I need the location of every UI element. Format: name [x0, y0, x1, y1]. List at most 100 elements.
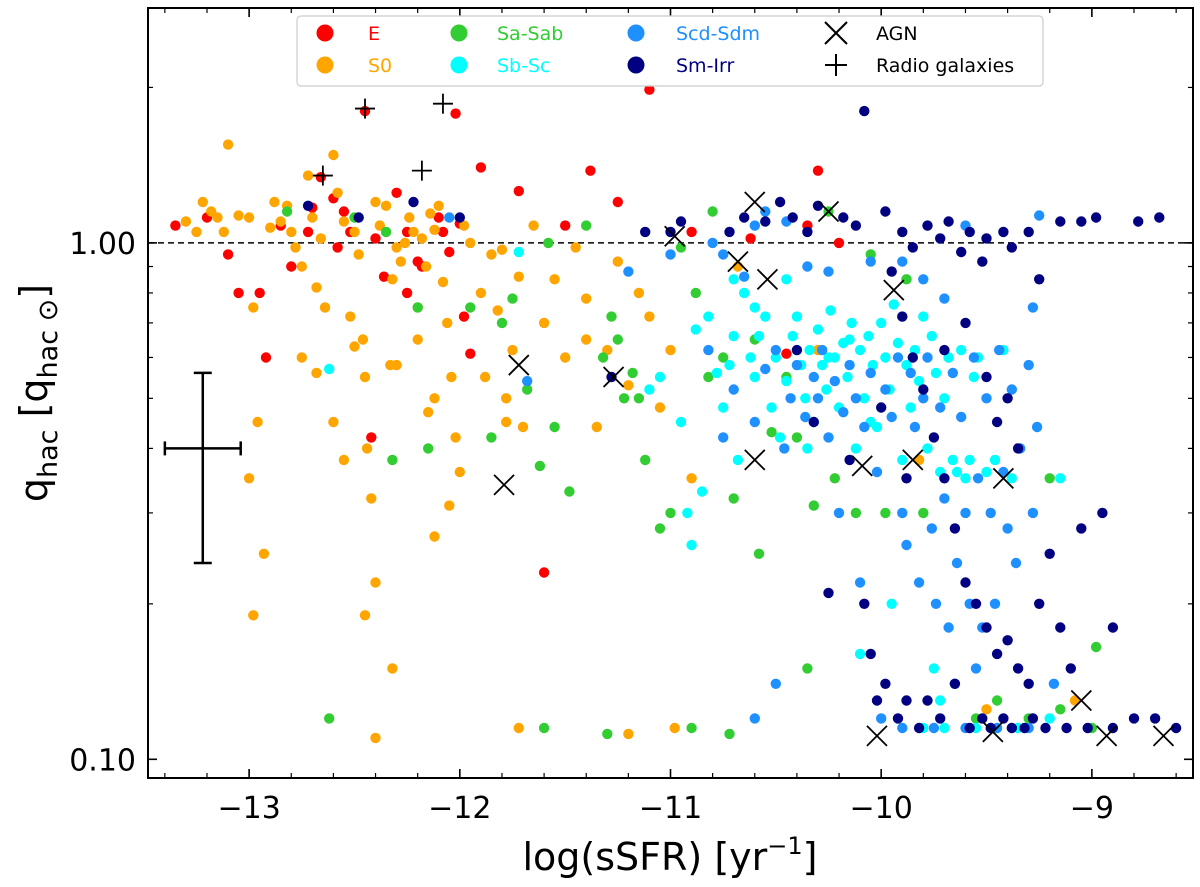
point-sm-irr	[823, 587, 834, 599]
point-e	[812, 165, 824, 176]
legend-items: E S0 Sa-Sab Sb-Sc Scd-Sdm Sm-Irr AGN Radio gala…	[316, 21, 1014, 77]
point-s0	[420, 261, 432, 272]
agn-marker	[902, 449, 924, 471]
point-sm-irr	[970, 598, 982, 609]
point-sm-irr	[850, 220, 862, 231]
point-scd-sdm	[718, 432, 729, 443]
point-s0	[252, 416, 263, 428]
agn-marker	[992, 467, 1015, 489]
point-sm-irr	[791, 344, 803, 356]
point-sm-irr	[949, 678, 961, 689]
point-sm-irr	[1082, 722, 1093, 734]
point-sm-irr	[935, 233, 946, 244]
point-e	[315, 172, 326, 183]
point-sa-sab	[728, 493, 739, 504]
point-e	[538, 567, 550, 578]
point-sm-irr	[943, 216, 954, 227]
point-scd-sdm	[812, 393, 824, 404]
point-sa-sab	[612, 334, 623, 345]
point-sb-sc	[859, 393, 870, 404]
point-sm-irr	[886, 266, 897, 277]
point-scd-sdm	[1034, 210, 1045, 221]
point-sm-irr	[880, 206, 891, 217]
point-scd-sdm	[749, 713, 760, 724]
point-s0	[399, 237, 411, 249]
point-s0	[454, 466, 465, 478]
point-s0	[353, 249, 364, 260]
point-sb-sc	[703, 311, 714, 322]
agn-marker	[727, 250, 749, 273]
legend-item-sb-sc: Sb-Sc	[450, 55, 550, 77]
legend-marker	[316, 24, 334, 42]
point-s0	[429, 531, 440, 542]
point-scd-sdm	[865, 367, 876, 379]
point-scd-sdm	[728, 384, 739, 395]
point-sm-irr	[998, 226, 1009, 238]
point-sm-irr	[1154, 212, 1165, 223]
point-sb-sc	[804, 344, 815, 356]
point-sa-sab	[724, 728, 735, 740]
point-sb-sc	[876, 317, 887, 329]
point-sb-sc	[918, 311, 929, 322]
point-sm-irr	[865, 648, 876, 660]
point-s0	[450, 432, 461, 443]
point-sb-sc	[800, 393, 811, 404]
point-sm-irr	[1090, 212, 1102, 223]
point-sa-sab	[538, 722, 550, 734]
point-sa-sab	[606, 311, 617, 322]
point-e	[644, 84, 655, 95]
point-scd-sdm	[926, 523, 937, 534]
point-s0	[517, 421, 529, 433]
point-s0	[258, 548, 270, 559]
point-sm-irr	[918, 384, 929, 395]
point-sb-sc	[1055, 473, 1066, 484]
point-sm-irr	[1097, 507, 1108, 519]
legend-marker	[316, 56, 334, 74]
point-sm-irr	[1061, 722, 1072, 734]
point-scd-sdm	[779, 443, 790, 454]
point-sb-sc	[823, 352, 834, 363]
point-s0	[212, 212, 223, 223]
point-scd-sdm	[981, 393, 992, 404]
point-scd-sdm	[823, 432, 834, 443]
point-sa-sab	[522, 384, 533, 395]
point-s0	[243, 473, 255, 484]
point-e	[560, 220, 571, 231]
point-scd-sdm	[892, 352, 904, 363]
point-s0	[328, 416, 339, 428]
point-sb-sc	[922, 443, 933, 454]
point-s0	[528, 220, 539, 231]
point-sb-sc	[981, 466, 992, 478]
point-e	[513, 185, 524, 197]
point-sm-irr	[876, 402, 887, 413]
point-sm-irr	[1002, 635, 1013, 646]
point-sm-irr	[981, 371, 992, 383]
point-scd-sdm	[913, 577, 925, 588]
point-s0	[416, 233, 428, 244]
point-sa-sab	[665, 507, 676, 519]
point-sm-irr	[1012, 443, 1024, 454]
point-sm-irr	[408, 196, 419, 208]
point-e	[745, 233, 756, 244]
point-sb-sc	[897, 454, 908, 466]
point-scd-sdm	[707, 237, 718, 249]
point-sm-irr	[991, 648, 1003, 660]
point-s0	[623, 380, 634, 391]
point-sa-sab	[549, 421, 560, 433]
point-sm-irr	[1019, 722, 1030, 734]
point-sm-irr	[1055, 622, 1066, 633]
point-sm-irr	[977, 713, 988, 724]
point-sb-sc	[690, 324, 701, 335]
point-scd-sdm	[749, 416, 760, 428]
point-sm-irr	[1107, 622, 1119, 633]
point-scd-sdm	[859, 421, 870, 433]
point-sa-sab	[412, 302, 423, 313]
point-sm-irr	[1055, 216, 1066, 227]
point-sm-irr	[871, 695, 883, 706]
radio-galaxy-marker	[432, 93, 453, 114]
point-sa-sab	[753, 548, 765, 559]
point-sb-sc	[718, 402, 729, 413]
point-sb-sc	[939, 393, 950, 404]
point-scd-sdm	[850, 393, 862, 404]
point-s0	[442, 317, 453, 329]
